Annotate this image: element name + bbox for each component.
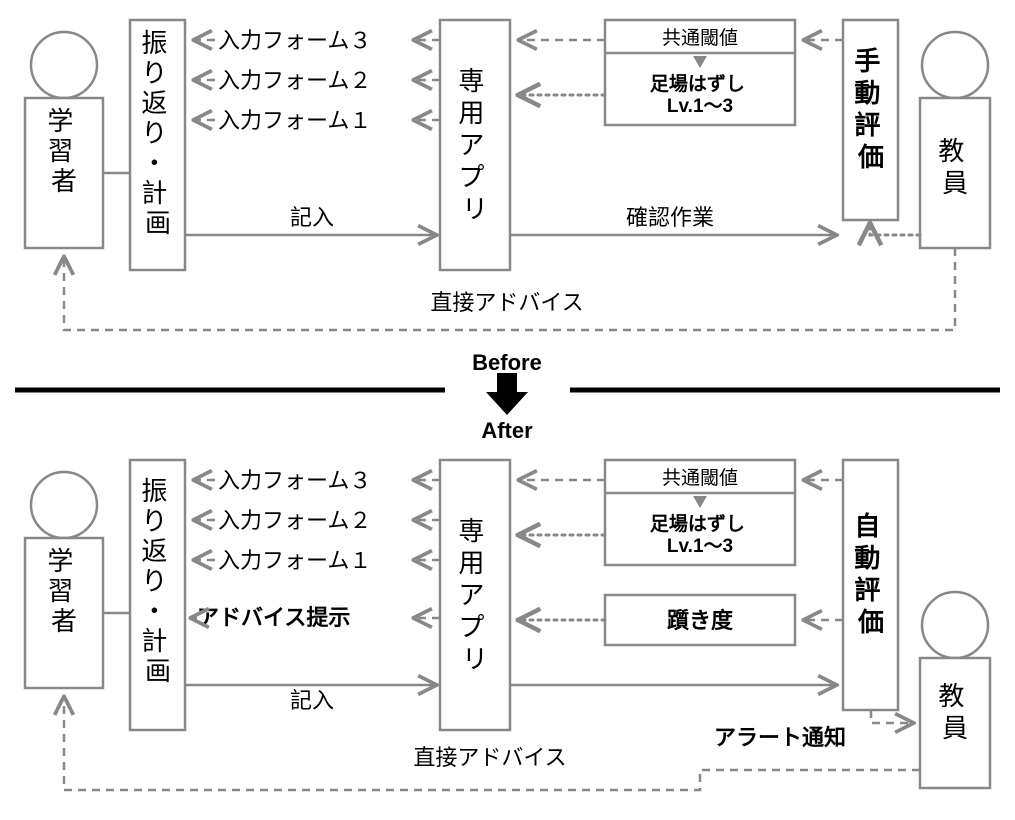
write-label: 記入	[290, 205, 334, 230]
advice-label: 直接アドバイス	[413, 745, 566, 770]
learner-label: 学 習 者	[47, 106, 80, 196]
after-panel: 学 習 者 振 り 返 り ・ 計 画 専 用 ア プ リ 入力フォーム３ 入力…	[25, 460, 990, 790]
advice-label: 直接アドバイス	[430, 290, 583, 315]
teacher-head-icon	[922, 32, 988, 98]
reflection-plan-label: 振 り 返 り ・ 計 画	[141, 28, 174, 238]
form2-label: 入力フォーム２	[218, 508, 371, 533]
threshold-title: 共通閾値	[662, 467, 738, 489]
advice-present-label: アドバイス提示	[197, 605, 350, 630]
learner-label: 学 習 者	[47, 546, 80, 636]
form1-label: 入力フォーム１	[218, 108, 371, 133]
before-after-arrow-icon	[486, 373, 528, 415]
before-label: Before	[472, 350, 542, 375]
form2-label: 入力フォーム２	[218, 68, 371, 93]
threshold-title: 共通閾値	[662, 27, 738, 49]
diagram-root: 学 習 者 振 り 返 り ・ 計 画 専 用 ア プ リ 入力フォーム３ 入力…	[0, 0, 1015, 820]
learner-head-icon	[31, 472, 97, 538]
after-label: After	[481, 418, 533, 443]
teacher-head-icon	[922, 592, 988, 658]
form3-label: 入力フォーム３	[218, 468, 371, 493]
form1-label: 入力フォーム１	[218, 548, 371, 573]
reflection-plan-label: 振 り 返 り ・ 計 画	[141, 476, 174, 686]
arrow-teacher-to-eval	[870, 225, 920, 235]
form3-label: 入力フォーム３	[218, 28, 371, 53]
app-label: 専 用 ア プ リ	[458, 66, 491, 224]
alert-label: アラート通知	[714, 725, 846, 750]
write-label: 記入	[290, 688, 334, 713]
before-panel: 学 習 者 振 り 返 り ・ 計 画 専 用 ア プ リ 入力フォーム３ 入力…	[25, 20, 990, 330]
app-label: 専 用 ア プ リ	[458, 516, 491, 674]
confirm-label: 確認作業	[626, 205, 714, 230]
learner-head-icon	[31, 32, 97, 98]
stumble-label: 躓き度	[667, 608, 734, 633]
arrow-alert	[871, 710, 912, 723]
